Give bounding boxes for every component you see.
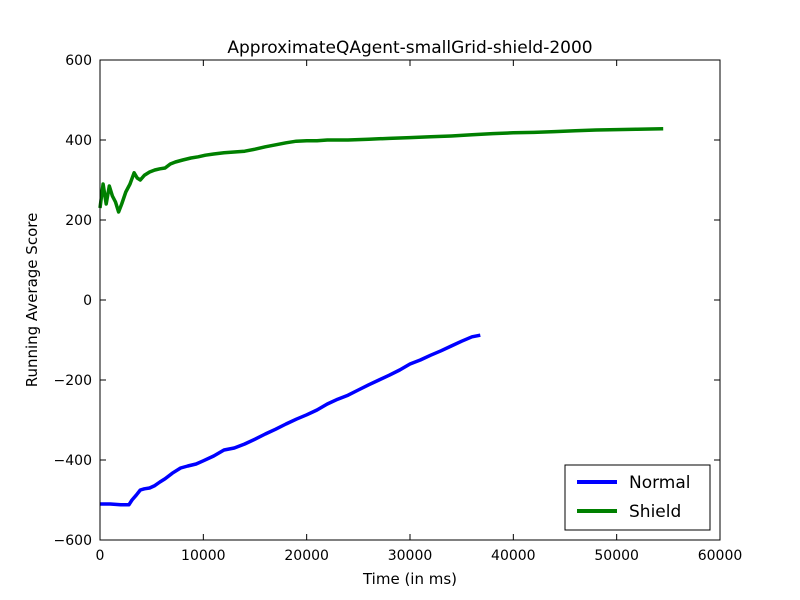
x-axis-label: Time (in ms)	[362, 570, 457, 588]
y-tick-label: −200	[54, 373, 92, 389]
x-tick-label: 0	[96, 548, 105, 564]
chart-title: ApproximateQAgent-smallGrid-shield-2000	[227, 38, 592, 58]
y-tick-label: 400	[65, 133, 92, 149]
legend-label-normal: Normal	[629, 473, 691, 493]
x-tick-label: 60000	[698, 548, 743, 564]
legend-box	[564, 464, 711, 531]
y-tick-label: −600	[54, 533, 92, 549]
y-axis-ticks: 600 400 200 0 −200 −400 −600	[54, 53, 720, 549]
x-tick-label: 20000	[284, 548, 329, 564]
x-tick-label: 50000	[594, 548, 639, 564]
x-tick-label: 30000	[388, 548, 433, 564]
y-tick-label: 0	[83, 293, 92, 309]
series-lines	[98, 127, 664, 507]
y-tick-label: 200	[65, 213, 92, 229]
y-tick-label: −400	[54, 453, 92, 469]
plot-area-frame	[99, 59, 721, 541]
x-tick-label: 10000	[181, 548, 226, 564]
legend-label-shield: Shield	[629, 502, 681, 522]
y-tick-label: 600	[65, 53, 92, 69]
legend: Normal Shield	[564, 464, 711, 531]
x-axis-ticks: 0 10000 20000 30000 40000 50000 60000	[96, 60, 743, 564]
series-line-shield	[98, 127, 664, 214]
x-tick-label: 40000	[491, 548, 536, 564]
y-axis-label: Running Average Score	[23, 213, 41, 388]
series-line-normal	[100, 333, 481, 507]
